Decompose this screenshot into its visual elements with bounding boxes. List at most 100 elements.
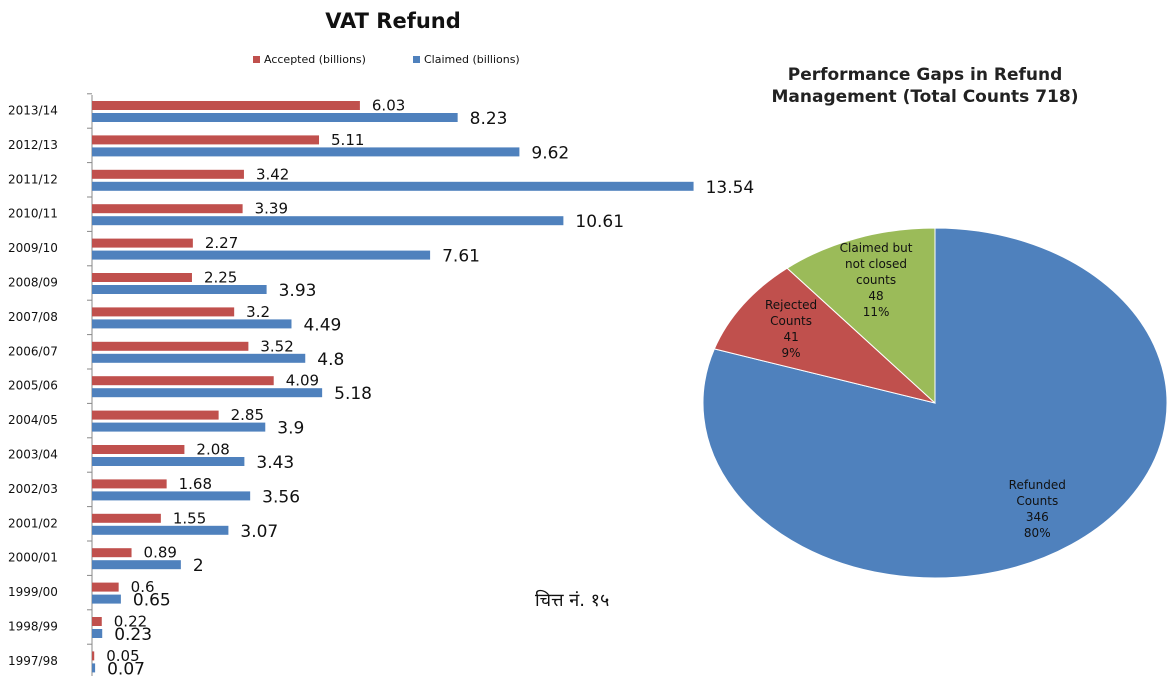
y-tick-label: 2002/03	[8, 482, 58, 496]
bar	[92, 525, 229, 535]
bar	[92, 216, 564, 226]
y-tick-label: 2013/14	[8, 104, 58, 118]
data-label: 2.27	[205, 234, 238, 252]
bar	[92, 113, 458, 122]
slice-name: Claimed but not closed counts	[839, 240, 913, 287]
bar	[92, 388, 323, 398]
pie-slice	[786, 227, 936, 405]
data-label: 3.2	[246, 303, 270, 321]
bar	[92, 169, 244, 179]
bar	[92, 273, 192, 282]
data-label: 6.03	[372, 97, 405, 115]
data-label: 1.68	[179, 475, 212, 493]
data-label: 8.23	[470, 109, 508, 129]
y-tick-label: 2001/02	[8, 516, 58, 530]
bar	[92, 250, 431, 260]
data-label: 0.22	[114, 613, 147, 631]
data-label: 3.42	[256, 165, 289, 183]
bar	[92, 376, 274, 386]
y-tick-label: 2008/09	[8, 276, 58, 290]
bar	[92, 445, 185, 454]
y-tick-label: 2004/05	[8, 413, 58, 427]
slice-count: 48	[868, 288, 884, 303]
bar	[92, 353, 306, 363]
data-label: 3.39	[255, 200, 288, 218]
y-tick-label: 2005/06	[8, 379, 58, 393]
bar	[92, 422, 266, 432]
bar	[92, 307, 235, 317]
y-tick-label: 2000/01	[8, 551, 58, 565]
bar	[92, 319, 292, 329]
slice-percent: 11%	[862, 304, 890, 319]
y-tick-label: 2009/10	[8, 241, 58, 255]
data-label: 3.56	[262, 487, 300, 507]
data-label: 3.07	[240, 522, 278, 542]
data-label: 4.49	[303, 315, 341, 335]
slice-count: 41	[783, 330, 799, 345]
data-label: 0.6	[131, 578, 155, 596]
bar	[92, 594, 121, 604]
bar	[92, 181, 694, 191]
bar	[92, 560, 181, 570]
bar	[92, 285, 267, 294]
pie-title: Performance Gaps in Refund Management (T…	[771, 65, 1079, 107]
bar	[92, 457, 245, 466]
slice-name: Refunded Counts	[1008, 478, 1066, 509]
y-tick-label: 2007/08	[8, 310, 58, 324]
bar	[92, 513, 161, 523]
y-tick-label: 2012/13	[8, 138, 58, 152]
data-label: 5.11	[331, 131, 364, 149]
slice-percent: 80%	[1023, 526, 1051, 541]
legend-label: Accepted (billions)	[264, 53, 366, 66]
bar	[92, 491, 251, 501]
bar	[92, 410, 219, 420]
legend-swatch	[413, 56, 420, 63]
data-label: 0.65	[133, 591, 171, 611]
y-tick-label: 2006/07	[8, 344, 58, 358]
slice-label: Claimed but not closed counts 48 11%	[830, 240, 922, 320]
data-label: 3.43	[256, 453, 294, 473]
data-label: 0.89	[144, 544, 177, 562]
data-label: 3.52	[260, 337, 293, 355]
data-label: 2.25	[204, 269, 237, 287]
data-label: 4.8	[317, 350, 344, 370]
data-label: 10.61	[575, 212, 624, 232]
bar	[92, 101, 360, 110]
bar	[92, 582, 119, 592]
data-label: 1.55	[173, 509, 206, 527]
data-label: 13.54	[706, 178, 755, 198]
data-label: 7.61	[442, 247, 480, 267]
bar	[92, 663, 96, 673]
bar	[92, 651, 95, 661]
y-tick-label: 2010/11	[8, 207, 58, 221]
data-label: 4.09	[286, 372, 319, 390]
bar	[92, 341, 249, 351]
data-label: 2.08	[196, 441, 229, 459]
data-label: 9.62	[531, 143, 569, 163]
data-label: 3.93	[279, 281, 317, 301]
slice-percent: 9%	[781, 346, 801, 361]
data-label: 2	[193, 556, 204, 576]
bar	[92, 617, 102, 626]
y-tick-label: 2003/04	[8, 448, 58, 462]
data-label: 0.07	[107, 659, 145, 676]
y-tick-label: 2011/12	[8, 172, 58, 186]
slice-label: Rejected Counts 41 9%	[755, 297, 827, 361]
bar	[92, 238, 193, 248]
caption: चित्त नं. १५	[535, 590, 610, 611]
chart-title: VAT Refund	[325, 9, 461, 33]
pie-slice	[713, 267, 936, 404]
bar	[92, 479, 167, 489]
legend-label: Claimed (billions)	[424, 53, 520, 66]
data-label: 5.18	[334, 384, 372, 404]
data-label: 3.9	[277, 419, 304, 439]
bar	[92, 147, 520, 157]
y-tick-label: 1998/99	[8, 620, 58, 634]
bar	[92, 548, 132, 558]
slice-count: 346	[1025, 510, 1049, 525]
data-label: 0.05	[106, 647, 139, 665]
legend-swatch	[253, 56, 260, 63]
slice-name: Rejected Counts	[764, 298, 818, 329]
